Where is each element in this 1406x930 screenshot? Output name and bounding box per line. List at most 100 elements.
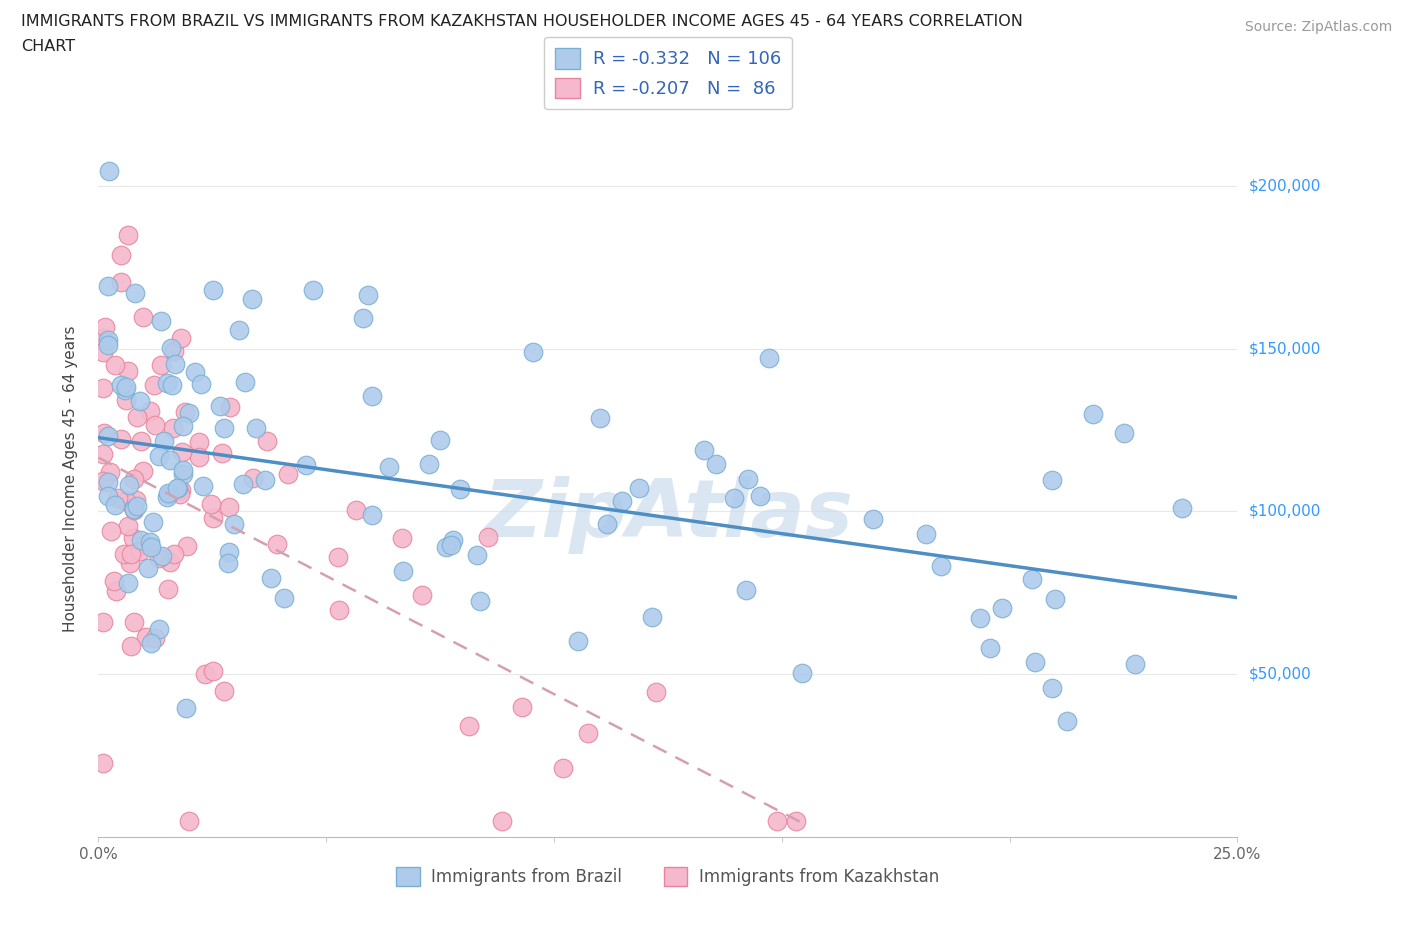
Point (117, 364, 139, 379)
Point (194, 667, 217, 682)
Point (640, 609, 662, 624)
Point (94, 319, 117, 334)
Text: CHART: CHART (21, 39, 75, 54)
Point (150, 357, 173, 372)
Point (510, 699, 533, 714)
Point (233, 374, 256, 389)
Point (107, 490, 129, 505)
Point (610, 494, 633, 509)
Point (294, 458, 316, 472)
Point (163, 343, 186, 358)
Point (132, 463, 155, 478)
Point (143, 631, 166, 645)
Point (758, 351, 780, 365)
Y-axis label: Householder Income Ages 45 - 64 years: Householder Income Ages 45 - 64 years (63, 326, 77, 632)
Point (134, 538, 156, 552)
Point (737, 472, 759, 486)
Point (1021, 572, 1043, 587)
Point (139, 636, 162, 651)
Point (148, 622, 170, 637)
Point (120, 638, 142, 653)
Point (170, 445, 193, 459)
Point (128, 543, 150, 558)
Point (440, 538, 463, 552)
Text: $200,000: $200,000 (1249, 179, 1320, 193)
Point (96, 279, 118, 294)
Point (91, 380, 114, 395)
Point (862, 512, 884, 526)
Point (352, 311, 374, 325)
Point (124, 502, 146, 517)
Point (429, 433, 451, 448)
Point (139, 404, 162, 418)
Point (117, 228, 139, 243)
Point (122, 501, 145, 516)
Point (96, 474, 118, 489)
Point (391, 531, 413, 546)
Point (139, 535, 162, 550)
Point (114, 383, 136, 398)
Point (176, 700, 198, 715)
Point (457, 719, 479, 734)
Point (143, 378, 166, 392)
Point (177, 405, 200, 420)
Point (256, 434, 278, 449)
Point (135, 630, 157, 644)
Point (91, 614, 114, 629)
Point (929, 558, 952, 573)
Point (160, 340, 183, 355)
Point (96, 489, 118, 504)
Point (211, 445, 233, 460)
Point (522, 345, 544, 360)
Point (156, 376, 179, 391)
Text: $150,000: $150,000 (1249, 341, 1320, 356)
Point (172, 467, 194, 482)
Point (1123, 657, 1146, 671)
Point (156, 581, 179, 596)
Point (159, 555, 181, 570)
Point (124, 286, 146, 300)
Point (170, 331, 193, 346)
Point (98, 465, 121, 480)
Point (153, 433, 176, 448)
Point (1081, 406, 1104, 421)
Point (191, 478, 214, 493)
Point (115, 493, 138, 508)
Point (260, 571, 283, 586)
Point (201, 283, 224, 298)
Point (266, 537, 288, 551)
Point (156, 490, 179, 505)
Point (91, 756, 114, 771)
Point (172, 462, 194, 477)
Point (748, 489, 770, 504)
Point (100, 524, 122, 538)
Point (132, 309, 155, 324)
Point (172, 418, 194, 433)
Point (765, 813, 787, 829)
Point (991, 601, 1014, 616)
Point (360, 389, 382, 404)
Point (118, 478, 141, 493)
Point (392, 564, 415, 578)
Point (465, 547, 488, 562)
Point (218, 499, 240, 514)
Point (378, 459, 401, 474)
Point (915, 526, 938, 541)
Point (734, 582, 756, 597)
Point (979, 641, 1001, 656)
Point (129, 434, 152, 449)
Point (240, 292, 263, 307)
Point (202, 664, 225, 679)
Point (91, 344, 114, 359)
Point (328, 603, 350, 618)
Point (596, 516, 619, 531)
Point (628, 481, 651, 496)
Point (104, 358, 127, 373)
Point (105, 583, 128, 598)
Point (114, 393, 136, 408)
Point (127, 409, 149, 424)
Point (117, 518, 139, 533)
Point (969, 611, 991, 626)
Point (143, 418, 166, 432)
Point (567, 634, 589, 649)
